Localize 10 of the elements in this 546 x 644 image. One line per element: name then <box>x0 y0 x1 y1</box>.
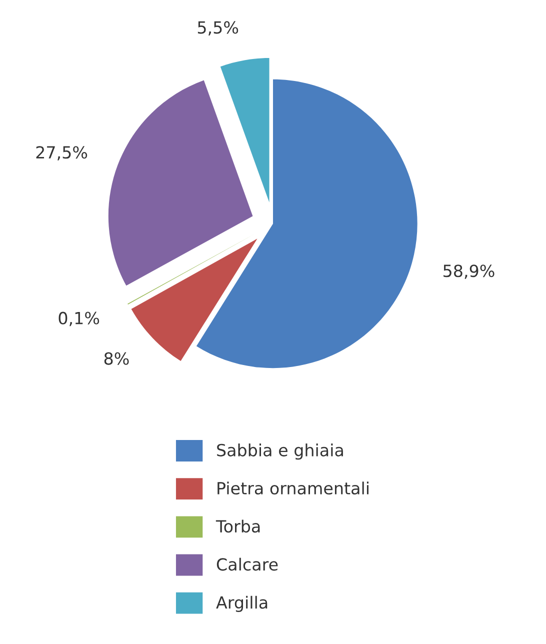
legend-label: Pietra ornamentali <box>218 482 368 495</box>
legend-label: Calcare <box>216 558 278 571</box>
data-label: 8% <box>104 352 129 365</box>
legend-label: Torba <box>216 520 260 533</box>
data-label: 58,9% <box>444 264 494 279</box>
data-label: 27,5% <box>36 146 88 160</box>
legend-label: Sabbia e ghiaia <box>217 444 343 460</box>
legend-label: Argilla <box>216 596 268 612</box>
data-label: 5,5% <box>198 21 238 36</box>
data-label: 0,1% <box>58 312 100 326</box>
